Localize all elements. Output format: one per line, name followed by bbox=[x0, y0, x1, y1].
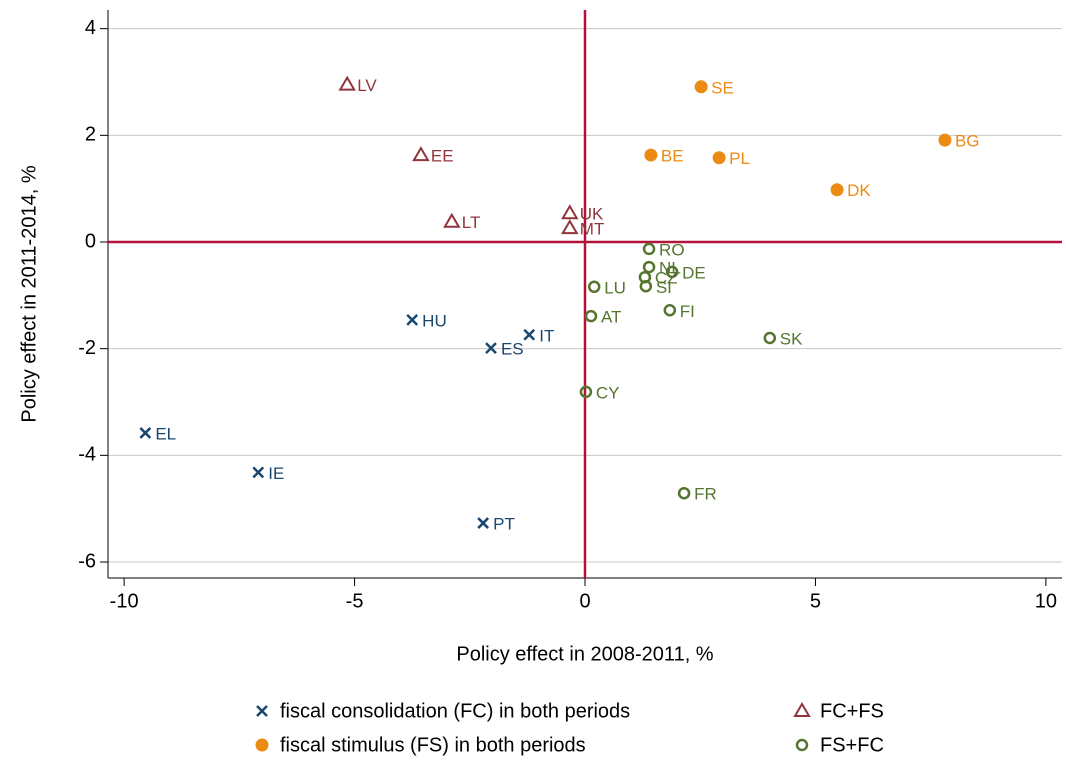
point-label: BG bbox=[955, 132, 980, 151]
point-label: DK bbox=[847, 181, 871, 200]
point-label: DE bbox=[682, 263, 706, 282]
legend-label: FS+FC bbox=[820, 734, 884, 756]
point-label: FI bbox=[680, 302, 695, 321]
marker bbox=[579, 385, 593, 399]
point-label: UK bbox=[580, 205, 604, 224]
point-label: SK bbox=[780, 329, 803, 348]
point-label: IE bbox=[268, 464, 284, 483]
marker bbox=[252, 466, 265, 479]
point-label: LT bbox=[462, 213, 481, 232]
point-label: PT bbox=[493, 515, 515, 534]
marker bbox=[642, 260, 656, 274]
legend-marker bbox=[256, 705, 268, 717]
marker bbox=[443, 212, 461, 228]
point-label: EE bbox=[431, 147, 454, 166]
y-tick-label: 0 bbox=[85, 230, 96, 252]
marker bbox=[584, 309, 598, 323]
marker bbox=[677, 486, 691, 500]
x-tick-label: 0 bbox=[579, 590, 590, 612]
x-axis-title: Policy effect in 2008-2011, % bbox=[456, 643, 713, 665]
x-tick-label: -10 bbox=[110, 590, 139, 612]
legend-marker bbox=[795, 738, 809, 752]
marker bbox=[338, 75, 356, 91]
point-label: RO bbox=[659, 240, 685, 259]
marker bbox=[712, 151, 726, 165]
point-label: PL bbox=[729, 149, 750, 168]
marker bbox=[587, 280, 601, 294]
marker bbox=[694, 80, 708, 94]
point-label: FR bbox=[694, 485, 717, 504]
marker bbox=[663, 304, 677, 317]
point-label: SE bbox=[711, 78, 734, 97]
marker bbox=[406, 313, 419, 326]
y-axis-title: Policy effect in 2011-2014, % bbox=[18, 165, 40, 422]
marker bbox=[644, 148, 658, 162]
point-label: BE bbox=[661, 147, 684, 166]
point-label: EL bbox=[155, 424, 176, 443]
legend-label: FC+FS bbox=[820, 700, 884, 722]
legend-label: fiscal stimulus (FS) in both periods bbox=[280, 734, 586, 756]
legend-label: fiscal consolidation (FC) in both period… bbox=[280, 700, 630, 722]
legend-marker bbox=[793, 702, 811, 717]
y-tick-label: -4 bbox=[78, 444, 96, 466]
marker bbox=[561, 204, 579, 220]
marker bbox=[763, 331, 777, 345]
point-label: LV bbox=[357, 76, 377, 95]
marker bbox=[665, 265, 679, 279]
y-tick-label: 4 bbox=[85, 17, 96, 39]
marker bbox=[485, 342, 497, 355]
point-label: HU bbox=[422, 311, 447, 330]
marker bbox=[830, 183, 844, 197]
x-tick-label: 10 bbox=[1035, 590, 1057, 612]
point-label: MT bbox=[580, 220, 605, 239]
marker bbox=[642, 242, 656, 256]
marker bbox=[938, 133, 952, 147]
x-tick-label: 5 bbox=[810, 590, 821, 612]
marker bbox=[139, 427, 152, 439]
marker bbox=[639, 280, 653, 293]
marker bbox=[523, 328, 536, 341]
marker bbox=[412, 146, 430, 162]
y-tick-label: -6 bbox=[78, 550, 96, 572]
point-label: CY bbox=[596, 383, 620, 402]
point-label: ES bbox=[501, 340, 524, 359]
marker bbox=[477, 517, 490, 529]
y-tick-label: -2 bbox=[78, 337, 96, 359]
x-tick-label: -5 bbox=[346, 590, 364, 612]
point-label: CZ bbox=[655, 269, 678, 288]
point-label: LU bbox=[604, 278, 626, 297]
point-label: SI bbox=[656, 278, 672, 297]
point-label: AT bbox=[601, 308, 621, 327]
legend-marker bbox=[255, 738, 269, 752]
y-tick-label: 2 bbox=[85, 124, 96, 146]
marker bbox=[561, 219, 579, 235]
point-label: IT bbox=[539, 326, 554, 345]
